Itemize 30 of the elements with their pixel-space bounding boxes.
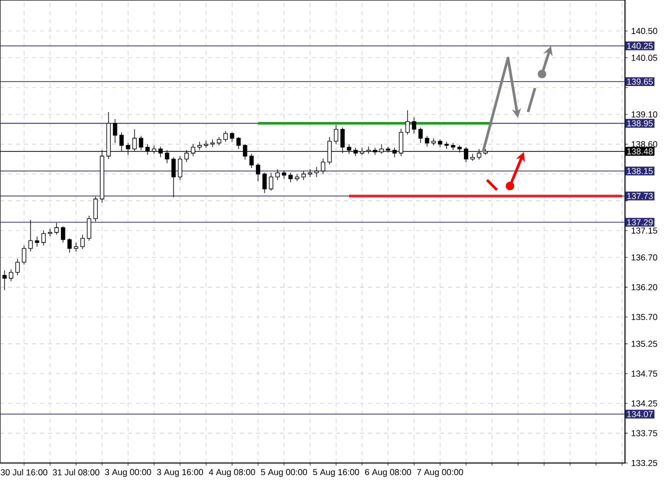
x-tick-label: 3 Aug 00:00 — [105, 469, 152, 477]
y-tick-label: 138.60 — [632, 141, 658, 148]
y-tick-label: 133.75 — [632, 430, 658, 436]
y-tick-label: 140.05 — [632, 54, 658, 61]
ref-line-label: 137.73 — [627, 192, 653, 200]
x-tick-label: 4 Aug 08:00 — [208, 469, 256, 477]
ref-line-label: 134.07 — [627, 411, 653, 418]
y-tick-label: 137.15 — [632, 228, 658, 234]
ref-line-label: 139.65 — [627, 78, 653, 85]
y-tick-label: 139.10 — [632, 111, 658, 118]
y-tick-label: 136.20 — [632, 284, 658, 290]
x-tick-label: 31 Jul 08:00 — [52, 469, 100, 476]
x-tick-label: 5 Aug 00:00 — [261, 469, 308, 477]
y-tick-label: 140.50 — [632, 28, 658, 34]
ref-line-label: 140.25 — [627, 42, 653, 49]
y-tick-label: 134.25 — [632, 400, 658, 406]
x-tick-label: 30 Jul 16:00 — [0, 469, 48, 476]
ref-line-label: 138.48 — [627, 148, 653, 154]
ref-line-label: 138.15 — [627, 168, 653, 174]
y-tick-label: 136.70 — [632, 254, 658, 260]
ref-line-label: 137.29 — [627, 219, 653, 226]
y-tick-label: 135.25 — [632, 340, 658, 347]
y-tick-label: 135.70 — [632, 314, 658, 320]
y-tick-label: 134.75 — [632, 370, 658, 377]
x-tick-label: 5 Aug 16:00 — [313, 469, 360, 477]
x-tick-label: 6 Aug 08:00 — [365, 469, 412, 477]
x-tick-label: 3 Aug 16:00 — [157, 469, 204, 477]
y-tick-label: 133.25 — [632, 460, 658, 466]
x-tick-label: 7 Aug 00:00 — [417, 469, 464, 477]
ref-line-label: 138.95 — [627, 120, 653, 126]
